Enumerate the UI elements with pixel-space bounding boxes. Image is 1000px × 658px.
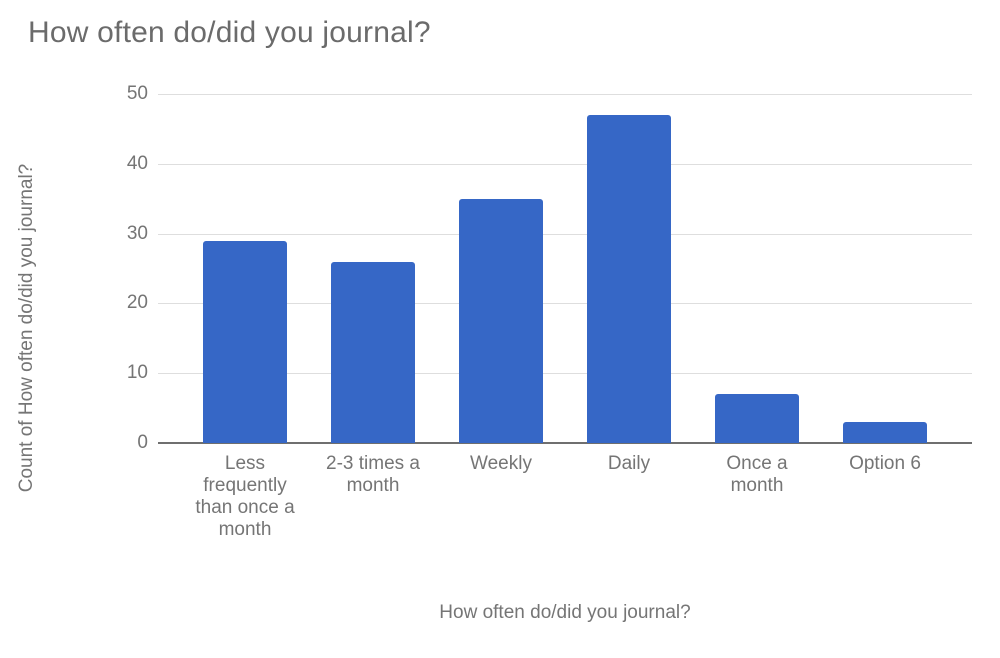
x-axis-title: How often do/did you journal? bbox=[439, 602, 691, 623]
bar-2-3-times-a-month bbox=[331, 261, 415, 443]
x-category-label-6: Option 6 bbox=[849, 453, 921, 474]
bar-once-a-month bbox=[715, 394, 799, 443]
y-tick-label-0: 0 bbox=[137, 432, 148, 453]
x-category-label-2: 2-3 times a month bbox=[326, 453, 420, 496]
gridline-50 bbox=[158, 94, 972, 95]
bar-option-6 bbox=[843, 422, 927, 443]
gridline-30 bbox=[158, 233, 972, 235]
x-category-label-1: Less frequently than once a month bbox=[195, 453, 295, 540]
y-tick-label-30: 30 bbox=[126, 222, 148, 244]
y-tick-label-40: 40 bbox=[126, 152, 148, 174]
y-tick-label-10: 10 bbox=[126, 362, 148, 384]
gridline-40 bbox=[158, 163, 972, 165]
gridline-10 bbox=[158, 373, 972, 375]
bar-daily bbox=[587, 114, 671, 443]
plot-area bbox=[158, 94, 972, 444]
bar-less-frequently-than-once-a-month bbox=[203, 240, 287, 443]
chart-title: How often do/did you journal? bbox=[28, 16, 431, 49]
x-axis-line bbox=[158, 442, 972, 444]
x-category-label-4: Daily bbox=[607, 453, 651, 474]
x-category-label-3: Weekly bbox=[470, 453, 532, 474]
gridline-20 bbox=[158, 303, 972, 305]
bar-weekly bbox=[459, 198, 543, 443]
y-tick-label-50: 50 bbox=[126, 83, 148, 104]
y-tick-label-20: 20 bbox=[126, 292, 148, 314]
x-category-label-5: Once a month bbox=[726, 453, 788, 496]
